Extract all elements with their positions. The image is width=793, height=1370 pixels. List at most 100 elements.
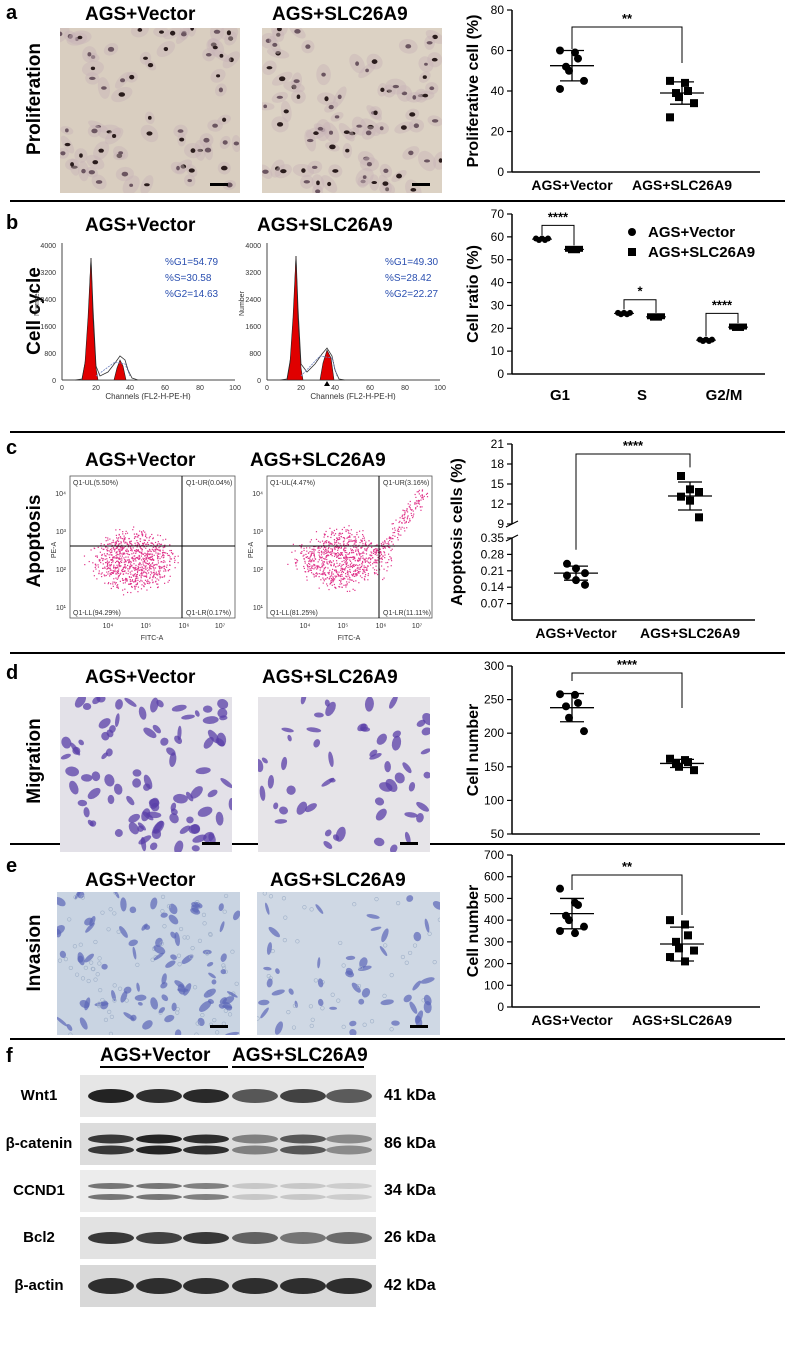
event-dot <box>344 551 346 553</box>
significance-label: * <box>637 284 643 299</box>
data-point <box>690 99 698 108</box>
event-dot <box>172 552 174 555</box>
blot-band <box>88 1145 134 1155</box>
event-dot <box>100 561 102 564</box>
cell <box>82 703 92 711</box>
event-dot <box>421 489 424 491</box>
data-point <box>565 916 573 925</box>
event-dot <box>344 578 346 580</box>
event-dot <box>335 566 337 568</box>
event-dot <box>170 549 173 552</box>
event-dot <box>367 561 369 563</box>
event-dot <box>330 581 333 584</box>
event-dot <box>144 531 146 533</box>
a-left-title: AGS+Vector <box>85 4 196 25</box>
nucleus <box>87 52 92 57</box>
event-dot <box>116 578 118 580</box>
event-dot <box>330 542 332 545</box>
blot-band <box>183 1145 229 1155</box>
event-dot <box>338 546 340 548</box>
event-dot <box>361 564 363 566</box>
event-dot <box>350 550 353 552</box>
event-dot <box>422 497 424 499</box>
nucleus <box>392 84 400 89</box>
event-dot <box>121 537 123 540</box>
f-group-label-slc26a9: AGS+SLC26A9 <box>232 1045 368 1066</box>
event-dot <box>324 534 326 536</box>
event-dot <box>119 580 121 582</box>
blot-protein-label: Bcl2 <box>23 1229 55 1246</box>
event-dot <box>363 539 366 541</box>
event-dot <box>105 546 107 549</box>
event-dot <box>332 577 334 579</box>
cell <box>223 1001 233 1011</box>
event-dot <box>354 542 356 544</box>
event-dot <box>327 548 329 550</box>
pore <box>113 892 118 895</box>
event-dot <box>134 569 136 572</box>
event-dot <box>169 556 171 558</box>
event-dot <box>159 566 161 568</box>
nucleus <box>228 57 234 63</box>
event-dot <box>373 549 375 551</box>
event-dot <box>101 553 103 556</box>
event-dot <box>146 560 149 562</box>
blot-band <box>88 1278 134 1294</box>
event-dot <box>104 555 106 557</box>
event-dot <box>337 574 340 576</box>
event-dot <box>311 548 313 550</box>
event-dot <box>124 567 127 569</box>
b-stat-s: %S=30.58 <box>165 273 212 284</box>
event-dot <box>366 560 368 562</box>
nucleus <box>129 183 134 187</box>
pore <box>159 941 164 946</box>
event-dot <box>331 552 333 554</box>
event-dot <box>370 551 372 553</box>
event-dot <box>323 578 325 580</box>
event-dot <box>153 559 155 562</box>
event-dot <box>334 546 336 548</box>
cell <box>217 698 229 710</box>
event-dot <box>396 536 399 539</box>
event-dot <box>328 571 330 573</box>
e-right-title: AGS+SLC26A9 <box>270 870 406 891</box>
cell <box>216 732 227 747</box>
pore <box>230 949 235 954</box>
event-dot <box>125 556 127 558</box>
event-dot <box>339 543 341 545</box>
event-dot <box>141 535 144 537</box>
event-dot <box>331 571 333 573</box>
event-dot <box>342 578 344 580</box>
b-flow-ylabel: Number <box>239 290 246 316</box>
event-dot <box>405 520 407 523</box>
event-dot <box>315 574 317 577</box>
cell <box>91 771 101 782</box>
nucleus <box>365 68 369 73</box>
event-dot <box>119 529 121 531</box>
cell <box>279 806 289 815</box>
event-dot <box>313 549 315 551</box>
event-dot <box>414 503 416 505</box>
event-dot <box>365 548 368 550</box>
event-dot <box>303 549 305 552</box>
event-dot <box>399 520 401 522</box>
event-dot <box>152 576 154 578</box>
event-dot <box>317 547 319 549</box>
event-dot <box>340 557 342 559</box>
event-dot <box>376 561 378 563</box>
pore <box>291 1025 297 1030</box>
event-dot <box>307 568 309 570</box>
event-dot <box>143 570 145 572</box>
event-dot <box>153 573 155 576</box>
nucleus <box>276 32 281 37</box>
cell <box>132 946 137 960</box>
cell <box>138 835 152 845</box>
event-dot <box>353 565 355 568</box>
event-dot <box>157 560 159 562</box>
event-dot <box>345 586 347 588</box>
event-dot <box>332 568 334 571</box>
pore <box>282 938 287 943</box>
event-dot <box>333 564 335 566</box>
event-dot <box>398 534 400 536</box>
cell <box>65 766 80 777</box>
